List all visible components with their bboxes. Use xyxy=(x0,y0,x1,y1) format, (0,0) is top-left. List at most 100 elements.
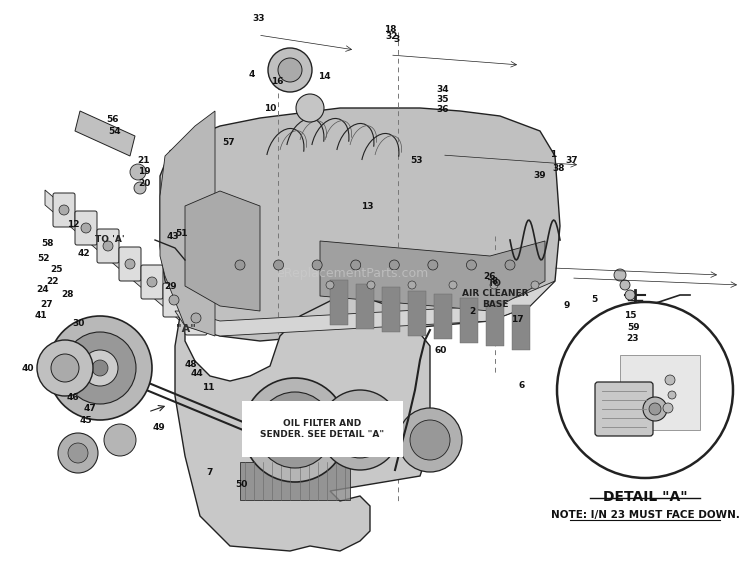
Text: TO 'A': TO 'A' xyxy=(95,234,124,244)
Circle shape xyxy=(320,390,400,470)
Text: 5: 5 xyxy=(592,295,598,304)
Polygon shape xyxy=(330,280,348,325)
Circle shape xyxy=(277,412,313,448)
Text: eReplacementParts.com: eReplacementParts.com xyxy=(276,267,429,280)
Text: 45: 45 xyxy=(80,416,92,425)
Text: 19: 19 xyxy=(138,167,150,176)
Polygon shape xyxy=(486,301,504,346)
FancyBboxPatch shape xyxy=(163,283,185,317)
Text: 22: 22 xyxy=(46,276,58,286)
Circle shape xyxy=(58,433,98,473)
Circle shape xyxy=(68,443,88,463)
Circle shape xyxy=(235,260,245,270)
Text: 17: 17 xyxy=(512,315,524,324)
Text: 13: 13 xyxy=(362,202,374,211)
Text: 51: 51 xyxy=(176,229,188,238)
Text: 32: 32 xyxy=(386,32,398,41)
Circle shape xyxy=(625,290,635,300)
Text: 20: 20 xyxy=(138,179,150,188)
Circle shape xyxy=(659,329,671,341)
Circle shape xyxy=(169,295,179,305)
Circle shape xyxy=(59,205,69,215)
Circle shape xyxy=(614,269,626,281)
Text: 29: 29 xyxy=(165,282,177,291)
Text: 34: 34 xyxy=(436,85,448,94)
Text: NOTE: I/N 23 MUST FACE DOWN.: NOTE: I/N 23 MUST FACE DOWN. xyxy=(550,510,740,520)
Text: 33: 33 xyxy=(253,14,265,23)
Text: 27: 27 xyxy=(40,300,53,309)
Circle shape xyxy=(48,316,152,420)
Circle shape xyxy=(389,260,399,270)
Text: 24: 24 xyxy=(37,285,49,294)
FancyBboxPatch shape xyxy=(185,301,207,335)
Text: 36: 36 xyxy=(436,105,448,114)
Polygon shape xyxy=(175,281,555,336)
Circle shape xyxy=(125,259,135,269)
Circle shape xyxy=(287,422,303,438)
Circle shape xyxy=(134,182,146,194)
Circle shape xyxy=(557,302,733,478)
Text: 57: 57 xyxy=(223,138,235,147)
Circle shape xyxy=(408,281,416,289)
Circle shape xyxy=(466,260,476,270)
Text: 49: 49 xyxy=(153,423,165,432)
FancyBboxPatch shape xyxy=(141,265,163,299)
Text: 15: 15 xyxy=(624,311,636,320)
Text: 28: 28 xyxy=(62,290,74,300)
Circle shape xyxy=(620,280,630,290)
Text: 40: 40 xyxy=(22,364,34,373)
Circle shape xyxy=(268,48,312,92)
FancyBboxPatch shape xyxy=(97,229,119,263)
Polygon shape xyxy=(356,283,374,328)
Text: 39: 39 xyxy=(534,171,546,180)
Circle shape xyxy=(103,241,113,251)
Circle shape xyxy=(257,392,333,468)
Polygon shape xyxy=(512,305,530,350)
Text: 14: 14 xyxy=(318,71,330,81)
Text: TO
AIR CLEANER
BASE: TO AIR CLEANER BASE xyxy=(462,279,528,309)
Text: 54: 54 xyxy=(109,127,121,136)
Text: 42: 42 xyxy=(78,249,90,258)
Circle shape xyxy=(351,260,361,270)
Text: 44: 44 xyxy=(190,369,202,378)
Text: 9: 9 xyxy=(563,301,569,310)
Text: 35: 35 xyxy=(436,94,448,104)
Text: 11: 11 xyxy=(202,382,214,392)
Text: 58: 58 xyxy=(41,238,53,248)
FancyBboxPatch shape xyxy=(119,247,141,281)
Circle shape xyxy=(367,281,375,289)
Polygon shape xyxy=(175,296,430,551)
Polygon shape xyxy=(382,287,400,332)
Circle shape xyxy=(531,281,539,289)
Text: 25: 25 xyxy=(50,265,62,274)
Text: 2: 2 xyxy=(470,306,476,316)
FancyBboxPatch shape xyxy=(595,382,653,436)
Circle shape xyxy=(191,313,201,323)
Text: 23: 23 xyxy=(626,334,638,343)
Circle shape xyxy=(427,260,438,270)
Text: 52: 52 xyxy=(38,253,50,263)
FancyBboxPatch shape xyxy=(53,193,75,227)
Circle shape xyxy=(665,375,675,385)
Text: 59: 59 xyxy=(628,323,640,332)
Polygon shape xyxy=(160,108,560,341)
Text: 3: 3 xyxy=(393,35,399,44)
Circle shape xyxy=(278,58,302,82)
Circle shape xyxy=(643,397,667,421)
Circle shape xyxy=(398,408,462,472)
Polygon shape xyxy=(45,190,185,325)
Circle shape xyxy=(92,360,108,376)
Polygon shape xyxy=(460,297,478,343)
Circle shape xyxy=(64,332,136,404)
Circle shape xyxy=(51,354,79,382)
Text: 47: 47 xyxy=(84,404,96,414)
Polygon shape xyxy=(320,241,545,311)
Text: 7: 7 xyxy=(207,468,213,477)
Circle shape xyxy=(449,281,457,289)
Circle shape xyxy=(274,260,284,270)
Circle shape xyxy=(37,340,93,396)
Text: 21: 21 xyxy=(138,156,150,165)
Polygon shape xyxy=(408,290,426,335)
FancyBboxPatch shape xyxy=(75,211,97,245)
Polygon shape xyxy=(75,111,135,156)
